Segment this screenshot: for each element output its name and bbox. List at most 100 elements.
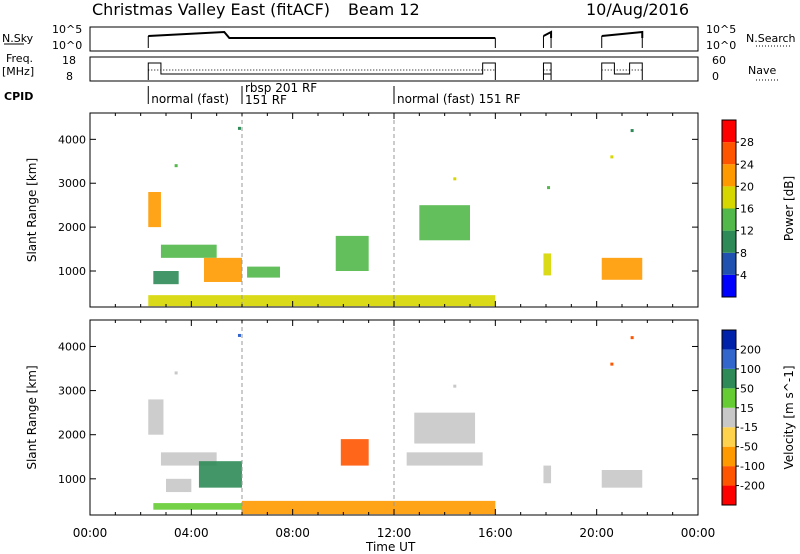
- date-label: 10/Aug/2016: [586, 0, 689, 19]
- nave-tick-top: 60: [712, 54, 726, 67]
- cpid-segment-label: rbsp 201 RF: [245, 81, 317, 95]
- scatter-region: [340, 439, 369, 466]
- cpid-label: CPID: [4, 90, 33, 103]
- scatter-region: [543, 465, 552, 484]
- colorbar-tick-label: -200: [740, 480, 765, 493]
- scatter-region: [204, 257, 242, 282]
- nsky-trace: [147, 30, 644, 48]
- x-tick-label: 08:00: [275, 526, 310, 540]
- y-tick-label: 2000: [58, 221, 86, 234]
- nsky-tick-top: 10^5: [52, 23, 82, 36]
- y-tick-label: 2000: [58, 429, 86, 442]
- cpid-segment-label: 151 RF: [245, 93, 287, 107]
- x-tick-label: 04:00: [174, 526, 209, 540]
- x-tick-label: 20:00: [579, 526, 614, 540]
- freq-tick-bottom: 8: [66, 70, 73, 83]
- scatter-point: [237, 333, 241, 337]
- colorbar-tick-label: 12: [740, 225, 754, 238]
- colorbar-label: Velocity [m s^-1]: [782, 365, 796, 469]
- scatter-point: [630, 336, 634, 340]
- scatter-point: [237, 126, 241, 130]
- scatter-region: [543, 253, 552, 276]
- scatter-point: [453, 384, 457, 388]
- nsky-line: [148, 30, 496, 39]
- colorbar-cell: [722, 407, 736, 428]
- y-tick-label: 1000: [58, 473, 86, 486]
- colorbar-frame: [721, 329, 737, 506]
- freq-line: [542, 62, 552, 80]
- x-tick-label: 00:00: [73, 526, 108, 540]
- scatter-region: [601, 257, 643, 280]
- scatter-region: [247, 266, 280, 278]
- freq-label-1: Freq.: [6, 52, 33, 65]
- time-axis: 00:00 04:00 08:00 12:00 16:00 20:00 00:00: [73, 526, 716, 540]
- scatter-point: [453, 177, 457, 181]
- x-tick-label: 00:00: [681, 526, 716, 540]
- scatter-region: [153, 503, 242, 510]
- freq-panel: [89, 56, 699, 82]
- colorbar-cell: [722, 208, 736, 231]
- colorbar-cell: [722, 427, 736, 447]
- freq-label-2: [MHz]: [2, 65, 34, 78]
- scatter-point: [547, 186, 551, 190]
- nsearch-tick-bottom: 10^0: [706, 39, 736, 52]
- nave-tick-bottom: 0: [712, 70, 719, 83]
- y-axis-label: Slant Range [km]: [25, 365, 39, 469]
- scatter-region: [198, 461, 242, 488]
- y-axis-label: Slant Range [km]: [25, 158, 39, 262]
- y-tick-label: 3000: [58, 385, 86, 398]
- colorbar-tick-label: -50: [740, 441, 758, 454]
- scatter-region: [148, 295, 496, 307]
- colorbar-cell: [722, 446, 736, 467]
- colorbar-cell: [722, 485, 736, 505]
- colorbar-tick-label: 100: [740, 363, 761, 376]
- scatter-point: [610, 155, 614, 159]
- scatter-region: [153, 271, 179, 285]
- nsky-line: [543, 30, 553, 38]
- scatter-region: [419, 205, 470, 241]
- colorbar-cell: [722, 330, 736, 350]
- scatter-region: [242, 500, 496, 515]
- colorbar-cell: [722, 230, 736, 253]
- x-tick-label: 12:00: [377, 526, 412, 540]
- velocity-colorbar: 200 100 50 15 -15 -50 -100 -200 Velocity [m s^-1…: [721, 329, 796, 506]
- colorbar-cell: [722, 186, 736, 209]
- colorbar-tick-label: 8: [740, 247, 747, 260]
- cpid-segment-label: normal (fast) 151 RF: [397, 92, 521, 106]
- colorbar-tick-label: -100: [740, 460, 765, 473]
- power-colorbar: 4 8 12 16 20 24 28 Power [dB]: [721, 119, 796, 298]
- colorbar-cell: [722, 349, 736, 369]
- power-panel: 1000 2000 3000 4000 Slant Range [km]: [25, 112, 699, 308]
- colorbar-tick-label: -15: [740, 421, 758, 434]
- freq-trace: [147, 62, 643, 80]
- scatter-point: [174, 371, 178, 375]
- colorbar-tick-label: 20: [740, 180, 754, 193]
- colorbar-cell: [722, 164, 736, 187]
- colorbar-tick-label: 50: [740, 382, 754, 395]
- colorbar-cell: [722, 368, 736, 389]
- scatter-region: [148, 399, 164, 435]
- colorbar-tick-label: 16: [740, 203, 754, 216]
- nsky-panel: [89, 26, 699, 52]
- y-tick-label: 3000: [58, 177, 86, 190]
- colorbar-tick-label: 4: [740, 269, 747, 282]
- colorbar-tick-label: 200: [740, 343, 761, 356]
- colorbar-tick-label: 24: [740, 158, 754, 171]
- scatter-region: [335, 235, 369, 272]
- scatter-region: [601, 470, 643, 488]
- nave-label: Nave: [748, 64, 776, 77]
- nsky-tick-bottom: 10^0: [52, 39, 82, 52]
- beam-label: Beam 12: [348, 0, 420, 19]
- nsearch-label: N.Search: [746, 32, 796, 45]
- y-tick-label: 4000: [58, 340, 86, 353]
- colorbar-label: Power [dB]: [782, 176, 796, 241]
- colorbar-cell: [722, 120, 736, 143]
- time-axis-label: Time UT: [365, 540, 416, 554]
- colorbar-tick-label: 28: [740, 136, 754, 149]
- scatter-region: [166, 478, 192, 493]
- nsky-line: [601, 30, 644, 38]
- nsearch-tick-top: 10^5: [706, 23, 736, 36]
- colorbar-cell: [722, 252, 736, 275]
- freq-line: [601, 62, 643, 80]
